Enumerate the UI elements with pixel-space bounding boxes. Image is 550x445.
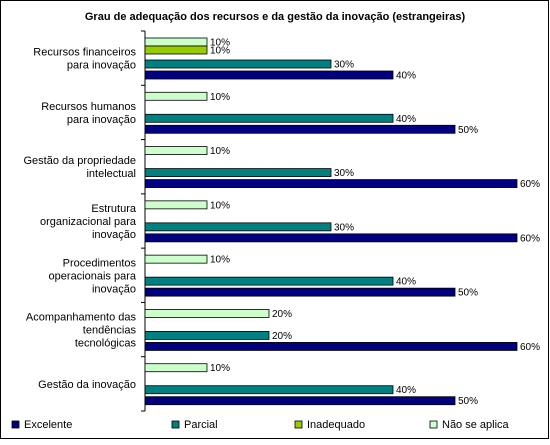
legend-swatch	[429, 420, 438, 429]
data-label: 10%	[210, 38, 230, 49]
category-label-line: tendências	[83, 325, 137, 337]
data-label: 30%	[334, 168, 354, 179]
bar	[144, 342, 518, 351]
legend-swatch	[294, 420, 303, 429]
data-label: 10%	[210, 255, 230, 266]
category-label-line: para inovação	[67, 114, 136, 126]
data-label: 60%	[520, 233, 540, 244]
category-label-line: organizacional para	[40, 216, 137, 228]
category-label: Gestão da propriedade intelectual	[23, 155, 136, 180]
category-label: Gestão da inovação	[38, 379, 136, 391]
bar	[144, 331, 270, 340]
legend-swatch	[11, 420, 20, 429]
category-label: Estrutura organizacional para inovação	[40, 203, 137, 241]
data-label: 50%	[458, 396, 478, 407]
data-label: 40%	[396, 385, 416, 396]
bar	[144, 309, 270, 318]
category-label-line: para inovação	[67, 60, 136, 72]
data-label: 40%	[396, 277, 416, 288]
legend-label: Não se aplica	[442, 419, 510, 431]
category-label-line: operacionais para	[49, 270, 137, 282]
category-label: Acompanhamento das tendências tecnológicas	[26, 312, 137, 350]
data-label: 30%	[334, 60, 354, 71]
category-label-line: Recursos financeiros	[33, 47, 136, 59]
category-label-line: Gestão da propriedade	[23, 155, 136, 167]
bar	[144, 168, 332, 177]
data-label: 10%	[210, 200, 230, 211]
data-label: 50%	[458, 288, 478, 299]
bar	[144, 124, 456, 134]
bar	[144, 396, 456, 406]
data-label: 50%	[458, 125, 478, 136]
legend-label: Inadequado	[307, 419, 365, 431]
legend: Excelente Parcial Inadequado Não se aplica	[11, 419, 510, 431]
data-label: 40%	[396, 71, 416, 82]
bar	[144, 146, 208, 155]
data-label: 10%	[210, 92, 230, 103]
data-label: 30%	[334, 222, 354, 233]
bar	[144, 37, 208, 47]
category-label-line: Acompanhamento das	[26, 312, 137, 324]
bar	[144, 70, 394, 80]
bar	[144, 200, 208, 210]
bar	[144, 113, 394, 123]
category-label-line: intelectual	[86, 168, 136, 180]
bar	[144, 59, 332, 69]
bar	[144, 91, 208, 101]
category-label-line: Estrutura	[91, 203, 137, 215]
bar	[144, 276, 394, 286]
category-label-line: tecnológicas	[75, 338, 137, 350]
bar	[144, 233, 518, 243]
category-label-line: Procedimentos	[63, 257, 137, 269]
data-label: 10%	[210, 363, 230, 374]
data-label: 20%	[272, 309, 292, 320]
bar	[144, 287, 456, 297]
bar	[144, 179, 518, 188]
bar	[144, 385, 394, 395]
data-label: 20%	[272, 331, 292, 342]
chart-title: Grau de adequação dos recursos e da gest…	[85, 11, 466, 23]
category-label: Procedimentos operacionais para inovação	[49, 257, 137, 295]
data-label: 10%	[210, 46, 230, 57]
bar	[144, 363, 208, 373]
data-label: 40%	[396, 114, 416, 125]
legend-label: Excelente	[24, 419, 72, 431]
legend-label: Parcial	[184, 419, 218, 431]
bar	[144, 222, 332, 232]
data-label: 10%	[210, 146, 230, 157]
bar	[144, 254, 208, 264]
legend-swatch	[171, 420, 180, 429]
category-label: Recursos financeiros para inovação	[33, 47, 136, 72]
category-label-line: Recursos humanos	[41, 101, 136, 113]
data-label: 60%	[520, 342, 540, 353]
plot-area: Recursos financeiros para inovação10%10%3…	[23, 30, 540, 412]
category-label: Recursos humanos para inovação	[41, 101, 136, 126]
bar	[144, 45, 208, 55]
category-label-line: inovação	[92, 229, 136, 241]
data-label: 60%	[520, 179, 540, 190]
category-label-line: inovação	[92, 283, 136, 295]
category-label-line: Gestão da inovação	[38, 379, 136, 391]
